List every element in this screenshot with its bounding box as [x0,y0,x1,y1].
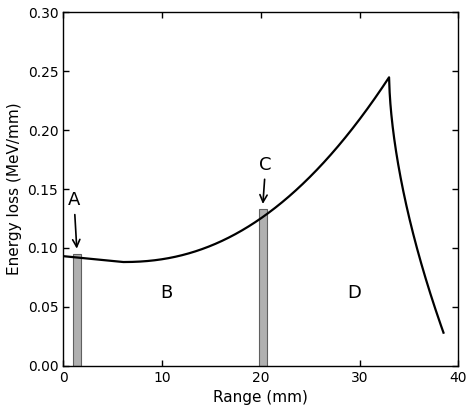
Text: A: A [68,191,80,247]
Y-axis label: Energy loss (MeV/mm): Energy loss (MeV/mm) [7,103,22,275]
Bar [259,209,267,365]
X-axis label: Range (mm): Range (mm) [213,390,308,405]
Text: B: B [161,283,173,302]
Bar [73,254,81,365]
Text: C: C [259,156,272,202]
Text: D: D [347,283,362,302]
